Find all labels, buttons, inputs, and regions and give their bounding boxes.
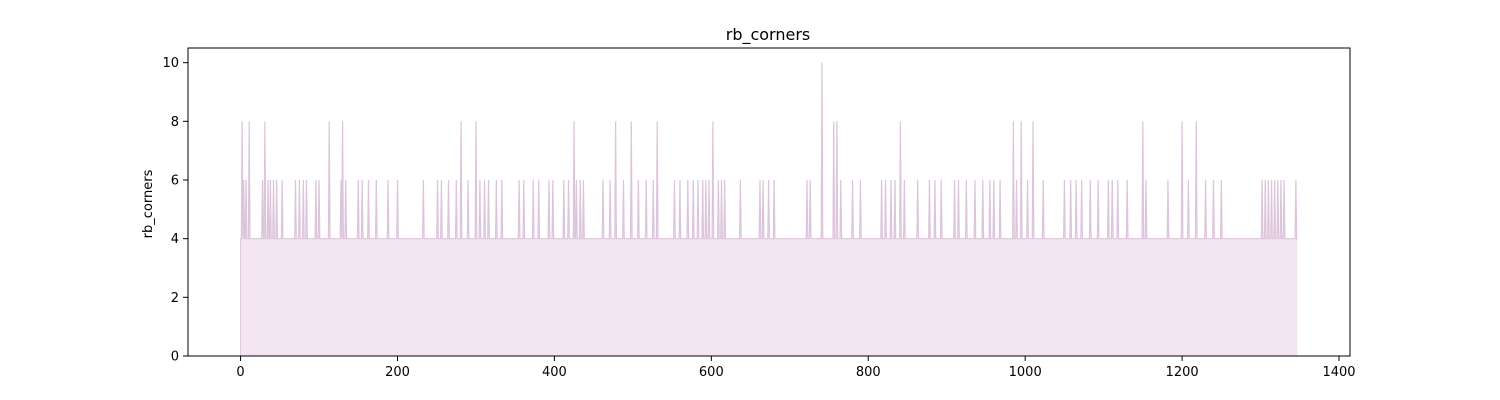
plot-area bbox=[240, 62, 1298, 357]
x-axis-ticks: 0 200 400 600 800 1000 1200 1400 bbox=[236, 356, 1356, 380]
y-tick-label: 6 bbox=[171, 174, 179, 189]
axes-frame bbox=[187, 47, 1351, 357]
y-tick-label: 8 bbox=[171, 115, 179, 130]
chart-title: rb_corners bbox=[726, 25, 811, 45]
x-tick-label: 200 bbox=[385, 365, 410, 380]
x-tick-label: 800 bbox=[856, 365, 881, 380]
x-tick-label: 1000 bbox=[1009, 365, 1042, 380]
y-tick-label: 4 bbox=[171, 232, 179, 247]
y-axis-ticks: 0 2 4 6 8 10 bbox=[162, 56, 188, 365]
y-axis-label: rb_corners bbox=[141, 169, 156, 238]
x-tick-label: 1200 bbox=[1166, 365, 1199, 380]
x-tick-label: 400 bbox=[542, 365, 567, 380]
y-tick-label: 0 bbox=[171, 350, 179, 365]
area-fill bbox=[240, 62, 1298, 357]
y-tick-label: 10 bbox=[162, 56, 179, 71]
y-tick-label: 2 bbox=[171, 291, 179, 306]
x-tick-label: 1400 bbox=[1322, 365, 1355, 380]
series-line bbox=[240, 62, 1298, 240]
x-tick-label: 0 bbox=[236, 365, 244, 380]
x-tick-label: 600 bbox=[699, 365, 724, 380]
